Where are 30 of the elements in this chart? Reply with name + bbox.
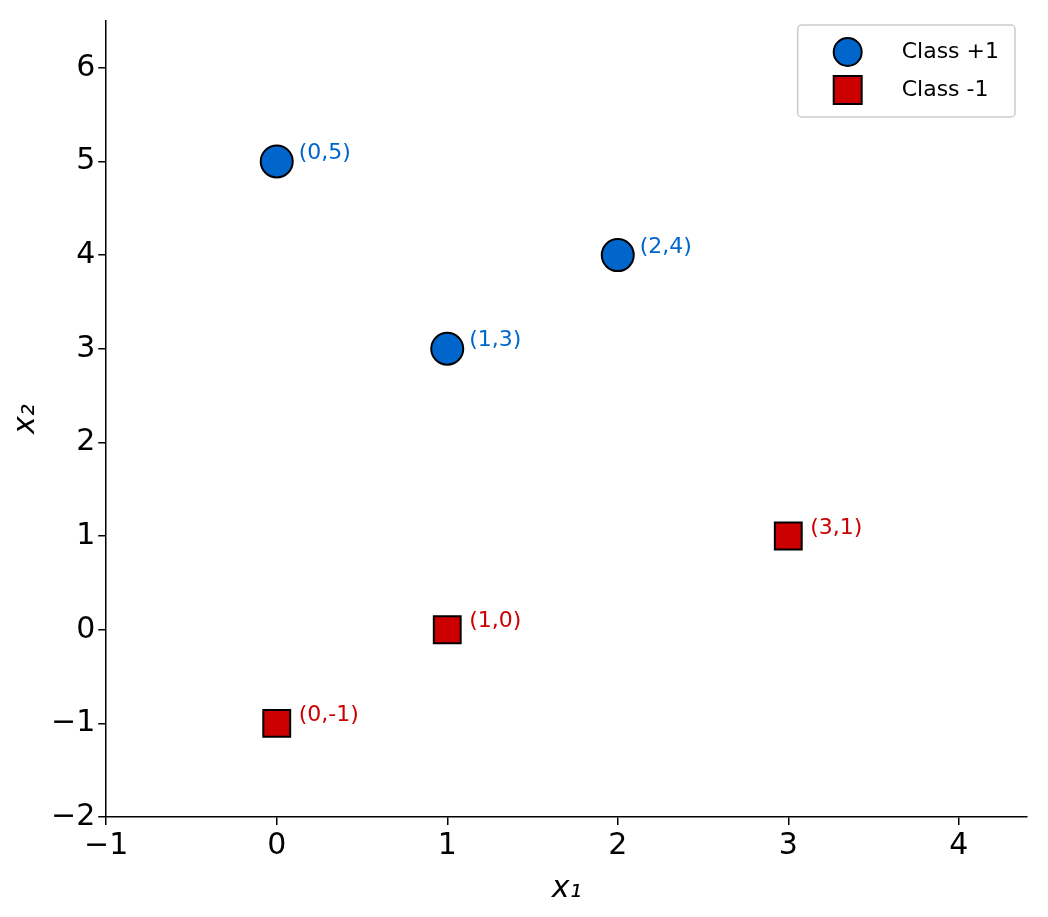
y-tick-label: 0 [76,609,96,645]
annotation: (0,-1) [298,701,359,727]
x-tick-label: 1 [437,825,457,861]
y-tick-label: 1 [76,515,96,551]
point [600,238,635,273]
annotation: (0,5) [298,139,351,165]
annotation: (3,1) [810,513,863,539]
y-tick-label: 6 [76,47,96,83]
legend-label: Class +1 [901,37,1000,63]
y-tick-label: −1 [50,703,96,739]
x-tick-label: 0 [267,825,287,861]
point [432,615,462,645]
x-tick-label: 3 [778,825,798,861]
y-tick-label: −2 [50,796,96,832]
annotation: (1,0) [469,607,522,633]
x-tick-label: 2 [608,825,628,861]
y-tick-label: 3 [76,328,96,364]
y-tick-label: 5 [76,141,96,177]
annotation: (2,4) [639,232,692,258]
point [259,144,294,179]
y-tick-label: 2 [76,422,96,458]
x-tick-label: 4 [949,825,969,861]
annotation: (1,3) [469,326,522,352]
legend-label: Class -1 [901,75,989,101]
y-tick-label: 4 [76,234,96,270]
x-axis-title: x₁ [550,868,582,904]
y-axis-title: x₂ [5,404,41,435]
point [430,331,465,366]
point [262,708,292,738]
point [773,521,803,551]
